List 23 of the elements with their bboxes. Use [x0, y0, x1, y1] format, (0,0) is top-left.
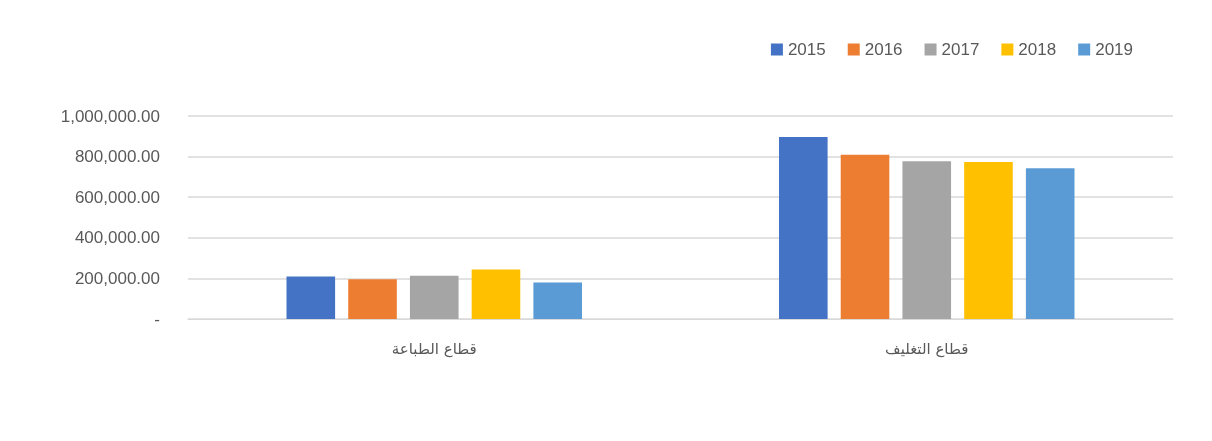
bar [533, 282, 582, 319]
bar [348, 279, 397, 319]
y-tick-label: 200,000.00 [74, 268, 160, 288]
bar [964, 161, 1013, 319]
bar [902, 161, 952, 319]
y-tick-label: 1,000,000.00 [60, 106, 160, 126]
bar [840, 154, 890, 319]
x-tick-label: قطاع التغليف [885, 339, 969, 358]
bar [286, 276, 336, 319]
y-tick-label: - [154, 309, 160, 329]
y-tick-label: 800,000.00 [74, 147, 160, 167]
x-tick-label: قطاع الطباعة [391, 339, 477, 358]
legend-label: 2019 [1095, 40, 1134, 59]
y-tick-label: 600,000.00 [74, 187, 160, 207]
legend-label: 2018 [1018, 40, 1057, 59]
legend-label: 2017 [941, 40, 980, 59]
bar [1025, 168, 1075, 319]
legend-label: 2015 [787, 40, 826, 59]
bar [471, 269, 521, 319]
legend-label: 2016 [864, 40, 903, 59]
bar [779, 137, 828, 319]
bar [409, 275, 459, 319]
y-tick-label: 400,000.00 [74, 228, 160, 248]
